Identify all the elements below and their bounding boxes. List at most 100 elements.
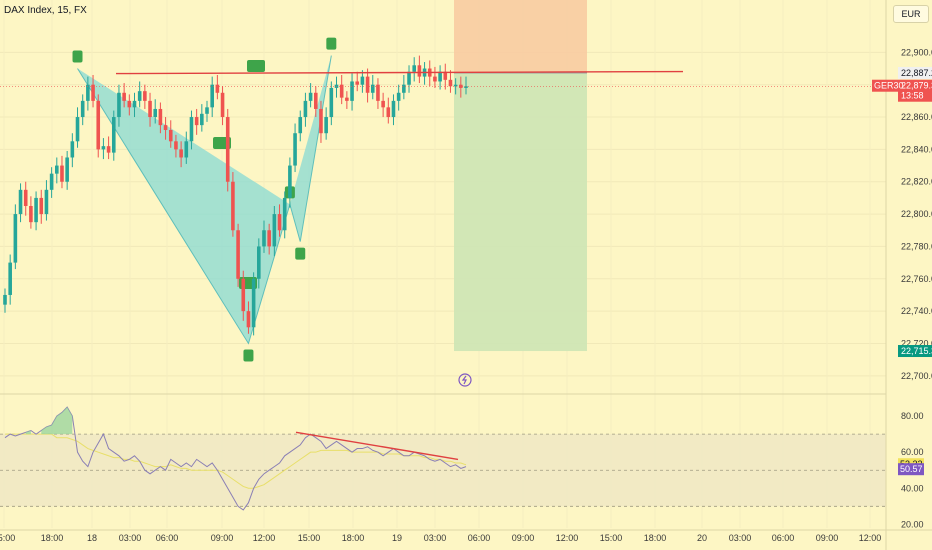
candle-body[interactable]	[443, 71, 448, 80]
candle-body[interactable]	[39, 197, 44, 215]
candle-body[interactable]	[34, 197, 38, 223]
candle-body[interactable]	[241, 278, 246, 312]
candle-body[interactable]	[148, 100, 152, 118]
candle-body[interactable]	[111, 117, 116, 153]
candle-body[interactable]	[153, 108, 158, 118]
candle-body[interactable]	[412, 65, 417, 72]
price-candles[interactable]	[3, 55, 468, 336]
candle-body[interactable]	[184, 141, 189, 158]
candle-body[interactable]	[448, 79, 453, 87]
candle-body[interactable]	[386, 107, 391, 118]
candle-body[interactable]	[189, 117, 194, 142]
position-zones[interactable]	[454, 0, 587, 352]
candle-body[interactable]	[179, 149, 183, 158]
candle-body[interactable]	[464, 86, 468, 88]
candle-body[interactable]	[246, 311, 251, 328]
candle-body[interactable]	[60, 165, 64, 182]
candle-body[interactable]	[70, 141, 75, 158]
candle-body[interactable]	[231, 181, 235, 231]
candle-body[interactable]	[174, 141, 178, 150]
candle-body[interactable]	[324, 117, 328, 134]
candle-body[interactable]	[101, 146, 106, 150]
candle-body[interactable]	[65, 157, 69, 182]
candle-body[interactable]	[86, 84, 90, 101]
candle-body[interactable]	[391, 100, 396, 118]
candle-body[interactable]	[438, 71, 442, 82]
candle-body[interactable]	[272, 214, 277, 247]
candle-body[interactable]	[365, 76, 370, 93]
candle-body[interactable]	[18, 189, 23, 215]
candle-body[interactable]	[308, 92, 313, 101]
candle-body[interactable]	[96, 100, 101, 150]
candle-body[interactable]	[313, 92, 318, 109]
candle-body[interactable]	[3, 294, 7, 305]
candle-body[interactable]	[417, 65, 422, 77]
candle-body[interactable]	[257, 246, 261, 279]
candle-body[interactable]	[23, 189, 28, 206]
pattern-ratio-marker[interactable]	[247, 60, 265, 72]
candle-body[interactable]	[370, 84, 375, 93]
candle-body[interactable]	[54, 165, 59, 174]
candle-body[interactable]	[298, 117, 303, 134]
candle-body[interactable]	[267, 230, 271, 247]
currency-button[interactable]: EUR	[893, 5, 929, 23]
candle-body[interactable]	[407, 71, 411, 85]
candle-body[interactable]	[355, 81, 360, 85]
candle-body[interactable]	[143, 91, 147, 101]
rsi-panel[interactable]	[0, 406, 886, 511]
candle-body[interactable]	[194, 117, 199, 126]
candle-body[interactable]	[282, 197, 287, 231]
candle-body[interactable]	[29, 206, 33, 223]
candle-body[interactable]	[13, 214, 18, 263]
candle-body[interactable]	[293, 133, 297, 166]
pattern-point-marker[interactable]	[326, 37, 337, 50]
rsi-divergence-line[interactable]	[295, 431, 459, 461]
candle-body[interactable]	[158, 108, 163, 126]
candle-body[interactable]	[236, 230, 240, 279]
candle-body[interactable]	[132, 100, 137, 108]
candle-body[interactable]	[210, 84, 214, 108]
candle-body[interactable]	[8, 262, 12, 295]
candle-body[interactable]	[345, 97, 349, 101]
candle-body[interactable]	[319, 108, 323, 134]
candle-body[interactable]	[453, 84, 458, 87]
candle-body[interactable]	[220, 92, 225, 118]
candle-body[interactable]	[117, 92, 121, 118]
candle-body[interactable]	[350, 81, 354, 101]
candle-body[interactable]	[360, 76, 365, 85]
candle-body[interactable]	[376, 84, 380, 101]
candle-body[interactable]	[49, 173, 54, 190]
pattern-point-marker[interactable]	[243, 349, 254, 362]
candle-body[interactable]	[303, 100, 308, 118]
pattern-point-marker[interactable]	[295, 247, 306, 260]
rsi-line[interactable]	[4, 406, 467, 511]
candle-body[interactable]	[91, 84, 95, 101]
candle-body[interactable]	[396, 92, 401, 101]
candle-body[interactable]	[339, 84, 344, 98]
stop-loss-zone[interactable]	[454, 0, 587, 73]
candle-body[interactable]	[205, 107, 209, 114]
candle-body[interactable]	[106, 146, 111, 153]
candle-body[interactable]	[225, 117, 230, 182]
take-profit-zone[interactable]	[454, 72, 587, 352]
pattern-triangle-xab[interactable]	[77, 68, 290, 344]
alert-circle[interactable]	[458, 373, 472, 387]
candle-body[interactable]	[200, 113, 204, 126]
pattern-point-marker[interactable]	[72, 50, 83, 63]
candle-body[interactable]	[329, 87, 334, 118]
candle-body[interactable]	[251, 278, 256, 328]
candle-body[interactable]	[137, 91, 142, 101]
candle-body[interactable]	[75, 117, 80, 142]
candle-body[interactable]	[122, 92, 126, 101]
candle-body[interactable]	[288, 165, 292, 198]
candle-body[interactable]	[459, 84, 463, 88]
trend-lines[interactable]	[0, 70, 886, 461]
candle-body[interactable]	[80, 100, 85, 118]
candle-body[interactable]	[168, 129, 173, 142]
candle-body[interactable]	[381, 100, 385, 108]
candle-body[interactable]	[127, 100, 132, 108]
candle-body[interactable]	[402, 84, 406, 93]
candle-body[interactable]	[277, 214, 282, 231]
candle-body[interactable]	[163, 125, 168, 130]
